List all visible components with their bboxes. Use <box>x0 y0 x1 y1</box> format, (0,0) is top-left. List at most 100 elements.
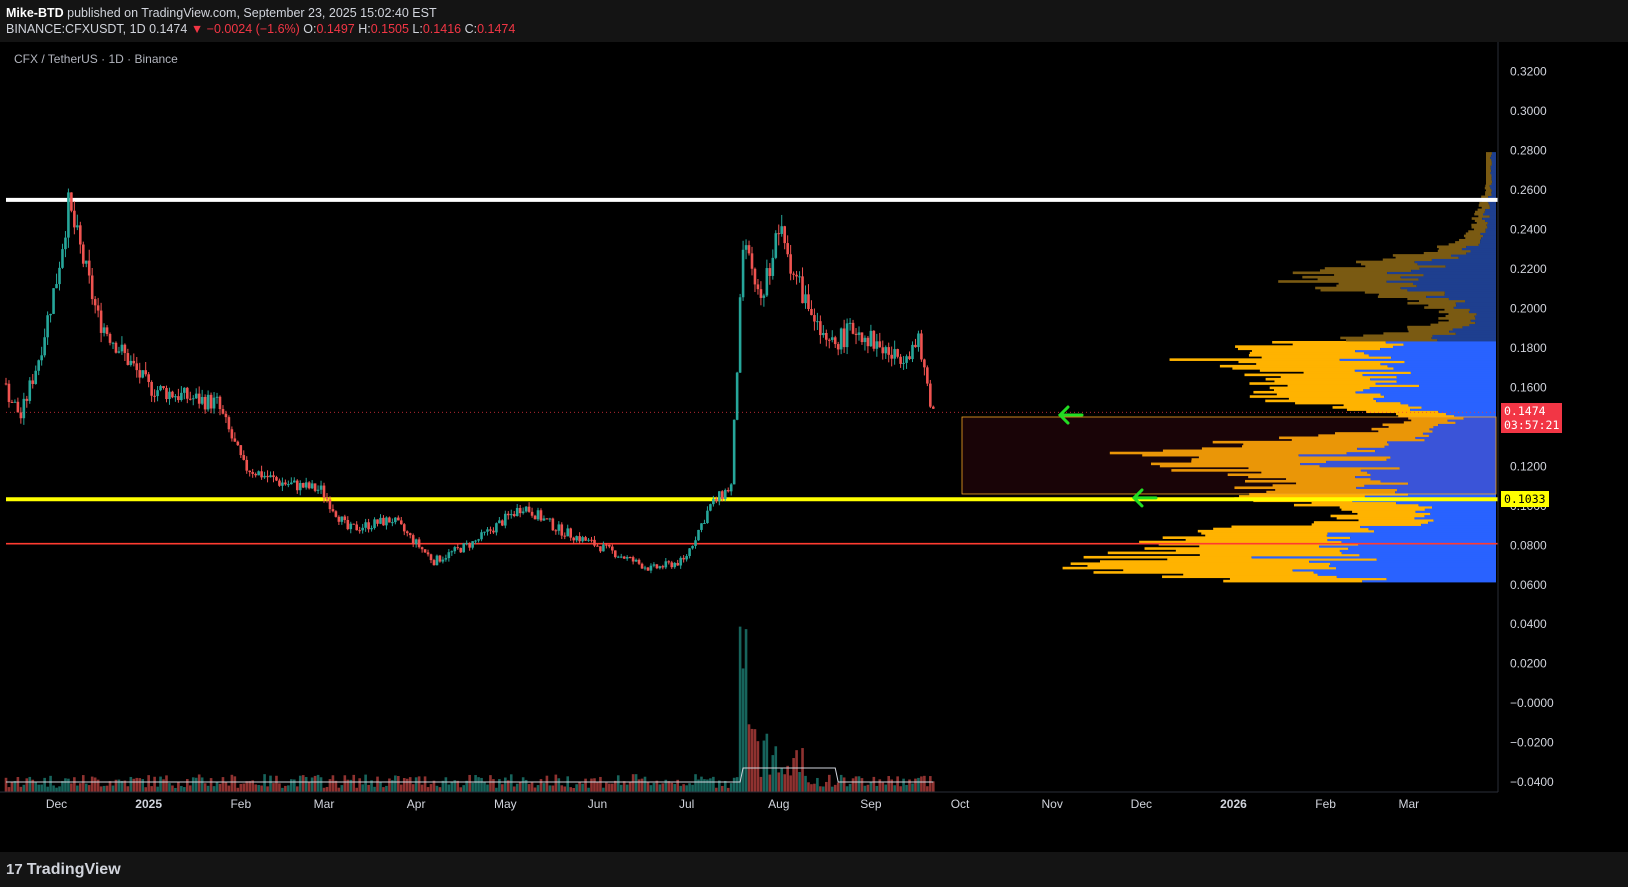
candle-body <box>527 506 531 512</box>
candle-body <box>4 383 8 385</box>
profile-bar-volume <box>1486 169 1492 173</box>
volume-bar <box>174 787 177 792</box>
volume-bar <box>19 786 23 792</box>
volume-bar <box>872 776 876 792</box>
volume-bar <box>438 787 442 792</box>
price-chart[interactable]: CFX / TetherUS · 1D · Binance 0.3200 0.30… <box>0 42 1628 852</box>
volume-bar <box>486 784 489 792</box>
volume-bar <box>254 784 257 792</box>
profile-bar-volume <box>1471 217 1483 220</box>
profile-bar-volume <box>1407 327 1453 331</box>
horizontal-levels[interactable] <box>6 197 1498 545</box>
profile-bar-volume <box>1248 475 1356 479</box>
price-axis[interactable]: 0.3200 0.3000 0.2800 0.2600 0.2400 0.2200 0.20… <box>1497 42 1628 852</box>
candle-body <box>266 475 269 478</box>
profile-bar-volume <box>1488 195 1496 199</box>
profile-bar-volume <box>1329 564 1496 568</box>
candle-body <box>93 299 97 306</box>
profile-bar-volume <box>1197 529 1375 533</box>
candle-body <box>206 394 210 410</box>
volume-bar <box>462 785 466 792</box>
profile-bar-volume <box>1062 566 1337 570</box>
volume-bar <box>426 787 430 792</box>
profile-bar-volume <box>1432 334 1496 338</box>
volume-bar <box>584 778 587 792</box>
volume-bar <box>441 780 445 792</box>
volume-bar <box>807 782 810 792</box>
profile-bar-volume <box>1336 284 1417 288</box>
profile-bar-volume <box>1169 358 1340 361</box>
profile-bar-volume <box>1317 573 1496 576</box>
volume-bar <box>120 780 124 792</box>
time-axis[interactable]: Dec 2025 Feb Mar Apr May Jun Jul Aug Sep Oct Nov Dec… <box>0 791 1498 811</box>
candle-body <box>135 363 139 371</box>
candle-body <box>694 540 697 546</box>
volume-bar <box>212 786 216 792</box>
candle-body <box>236 441 240 446</box>
volume-bar <box>667 781 671 792</box>
x-tick-label: Apr <box>407 797 426 811</box>
profile-bar-volume <box>1423 251 1467 255</box>
candle-body <box>379 517 382 524</box>
candle-body <box>141 370 145 378</box>
volume-bar <box>93 777 97 792</box>
volume-bar <box>477 777 480 792</box>
profile-bar-volume <box>1485 191 1492 194</box>
y-tick-label: 0.3200 <box>1510 65 1547 79</box>
volume-bar <box>319 777 323 792</box>
volume-bar <box>554 774 558 792</box>
candle-body <box>105 327 109 335</box>
profile-bar-volume <box>1382 423 1439 427</box>
volume-bar <box>810 784 813 792</box>
candle-body <box>438 555 442 562</box>
volume-bar <box>905 785 908 792</box>
profile-bar-volume <box>1332 406 1422 409</box>
candle-body <box>215 396 219 398</box>
volume-bar <box>183 787 186 792</box>
profile-bar-volume <box>1327 532 1496 535</box>
y-tick-label: −0.0400 <box>1510 775 1554 789</box>
profile-bar-volume <box>1185 538 1328 542</box>
profile-bar-volume <box>1453 306 1496 309</box>
tradingview-logo[interactable]: 17 TradingView <box>6 861 121 879</box>
volume-bar <box>402 778 406 792</box>
profile-bar-volume <box>1346 451 1496 455</box>
volume-bar <box>307 782 311 792</box>
volume-bar <box>848 783 852 792</box>
candle-body <box>411 535 415 544</box>
profile-bar-volume <box>1455 241 1481 244</box>
profile-bar-volume <box>1386 280 1496 283</box>
volume-bar <box>551 785 555 792</box>
profile-bar-volume <box>1318 434 1429 437</box>
profile-bar-volume <box>1426 295 1496 298</box>
profile-bar-volume <box>1424 306 1454 309</box>
profile-bar-volume <box>1274 380 1397 383</box>
candle-body <box>385 517 388 526</box>
candle-body <box>658 566 662 569</box>
candle-body <box>81 244 85 264</box>
profile-bar-volume <box>1212 440 1388 444</box>
profile-bar-volume <box>1313 521 1429 524</box>
volume-bar <box>370 780 373 792</box>
volume-bar <box>162 779 165 792</box>
volume-bar <box>786 765 789 792</box>
profile-bar-volume <box>1265 399 1377 403</box>
candle-body <box>649 565 653 571</box>
volume-bar <box>863 785 867 792</box>
volume-bar <box>215 782 219 792</box>
profile-bar-volume <box>1491 178 1496 181</box>
candle-body <box>489 529 492 531</box>
author-name[interactable]: Mike-BTD <box>6 6 64 20</box>
candle-body <box>76 225 79 228</box>
profile-bar-volume <box>1319 464 1496 468</box>
volume-bar <box>358 778 361 792</box>
profile-bar-volume <box>1400 286 1496 290</box>
profile-bar-volume <box>1162 449 1376 453</box>
candle-body <box>46 315 49 338</box>
candle-body <box>744 245 748 250</box>
candle-body <box>851 322 855 334</box>
candle-body <box>584 537 587 541</box>
volume-bar <box>845 786 849 792</box>
candle-body <box>376 519 379 524</box>
volume-bar <box>795 750 798 792</box>
